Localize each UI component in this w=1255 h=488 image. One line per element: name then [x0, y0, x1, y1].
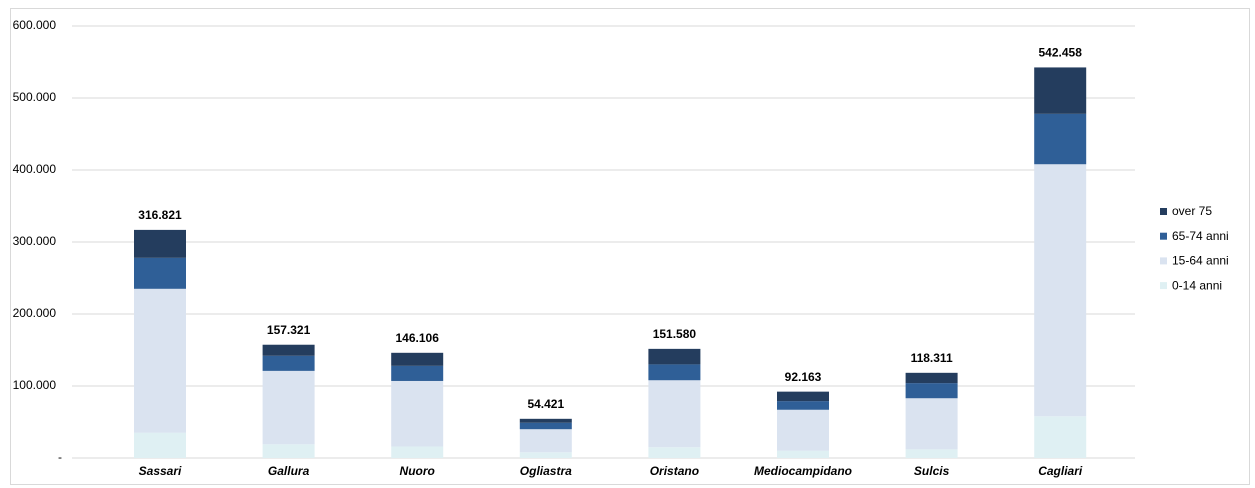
bar-segment	[134, 229, 186, 258]
bar-segment	[391, 352, 444, 366]
bar-segment	[134, 257, 186, 289]
bar-segment	[777, 401, 829, 410]
legend-swatch	[1160, 232, 1167, 240]
bar-segment	[905, 372, 958, 384]
y-tick-label: -	[58, 450, 62, 464]
total-label: 54.421	[527, 397, 564, 411]
bar-segment	[905, 398, 958, 450]
bar-segment	[905, 449, 958, 458]
legend-label: over 75	[1172, 204, 1212, 218]
x-tick-label: Sassari	[139, 464, 182, 478]
legend-swatch	[1160, 282, 1167, 290]
y-tick-label: 600.000	[13, 18, 57, 32]
bar-segment	[391, 365, 444, 381]
total-label: 151.580	[653, 327, 697, 341]
y-tick-label: 400.000	[13, 162, 57, 176]
bar-segment	[1034, 164, 1087, 417]
total-label: 118.311	[911, 351, 953, 365]
bar-segment	[391, 380, 444, 447]
total-label: 542.458	[1039, 46, 1083, 60]
x-tick-label: Oristano	[650, 464, 699, 478]
bar-segment	[777, 450, 829, 458]
bar-segment	[262, 370, 315, 445]
bar-segment	[519, 418, 572, 423]
bar-segment	[648, 348, 701, 365]
legend-label: 65-74 anni	[1172, 229, 1229, 243]
x-tick-label: Cagliari	[1038, 464, 1083, 478]
total-label: 146.106	[396, 331, 440, 345]
bar-segment	[1034, 113, 1087, 165]
legend-swatch	[1160, 208, 1167, 215]
bar-segment	[648, 380, 701, 448]
bar-segment	[1034, 416, 1087, 458]
bar-segment	[777, 409, 829, 451]
total-label: 92.163	[785, 370, 822, 384]
total-label: 316.821	[138, 208, 182, 222]
bar-segment	[519, 429, 572, 453]
x-tick-label: Ogliastra	[520, 464, 572, 478]
x-tick-label: Gallura	[268, 464, 310, 478]
legend-swatch	[1160, 257, 1167, 265]
y-tick-label: 300.000	[13, 234, 57, 248]
bar-segment	[777, 391, 829, 402]
x-tick-label: Mediocampidano	[754, 464, 852, 478]
x-tick-label: Sulcis	[914, 464, 950, 478]
bar-segment	[905, 383, 958, 399]
bar-segment	[1034, 67, 1087, 114]
bar-segment	[262, 355, 315, 371]
bar-segment	[648, 364, 701, 381]
bar-segment	[519, 422, 572, 430]
bar-segment	[391, 446, 444, 458]
bar-segment	[648, 447, 701, 458]
bar-segment	[519, 452, 572, 458]
bar-segment	[262, 344, 315, 356]
legend-label: 15-64 anni	[1172, 254, 1229, 268]
bar-segment	[134, 432, 186, 458]
y-tick-label: 500.000	[13, 90, 57, 104]
x-tick-label: Nuoro	[400, 464, 435, 478]
bar-segment	[134, 288, 186, 433]
bar-segment	[262, 444, 315, 458]
total-label: 157.321	[267, 323, 311, 337]
y-tick-label: 100.000	[13, 378, 57, 392]
y-tick-label: 200.000	[13, 306, 57, 320]
legend-label: 0-14 anni	[1172, 278, 1222, 292]
